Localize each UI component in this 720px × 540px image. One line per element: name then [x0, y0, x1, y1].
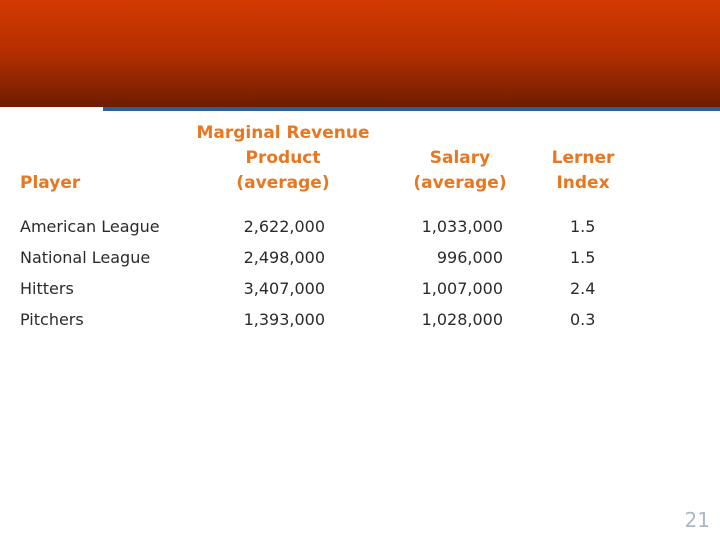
row-1-lerner: 1.5 — [570, 217, 596, 236]
row-1-mrp: 2,622,000 — [243, 217, 325, 236]
row-3-lerner: 2.4 — [570, 279, 596, 298]
accent-rule — [103, 107, 720, 111]
header-salary-line-1: Salary — [429, 148, 491, 168]
row-4-mrp: 1,393,000 — [243, 310, 325, 329]
row-1-salary: 1,033,000 — [421, 217, 503, 236]
row-1-player: American League — [20, 217, 160, 236]
header-player: Player — [20, 171, 80, 196]
header-salary: Salary (average) — [405, 146, 515, 196]
row-4-lerner: 0.3 — [570, 310, 596, 329]
row-4-player: Pitchers — [20, 310, 84, 329]
row-3-player: Hitters — [20, 279, 74, 298]
row-2-player: National League — [20, 248, 151, 267]
header-lerner-line-2: Index — [556, 173, 610, 193]
header-lerner-line-1: Lerner — [551, 148, 615, 168]
header-lerner: Lerner Index — [543, 146, 623, 196]
row-3-mrp: 3,407,000 — [243, 279, 325, 298]
row-4-salary: 1,028,000 — [421, 310, 503, 329]
header-mrp-line-2: Product — [245, 148, 321, 168]
header-salary-line-2: (average) — [413, 173, 507, 193]
row-2-lerner: 1.5 — [570, 248, 596, 267]
row-2-salary: 996,000 — [436, 248, 503, 267]
row-2-mrp: 2,498,000 — [243, 248, 325, 267]
header-mrp-line-3: (average) — [236, 173, 330, 193]
title-banner — [0, 0, 720, 107]
header-player-label: Player — [20, 173, 81, 193]
slide-page-number: 21 — [684, 508, 710, 532]
row-3-salary: 1,007,000 — [421, 279, 503, 298]
header-mrp-line-1: Marginal Revenue — [196, 123, 370, 143]
header-mrp: Marginal Revenue Product (average) — [193, 121, 373, 196]
